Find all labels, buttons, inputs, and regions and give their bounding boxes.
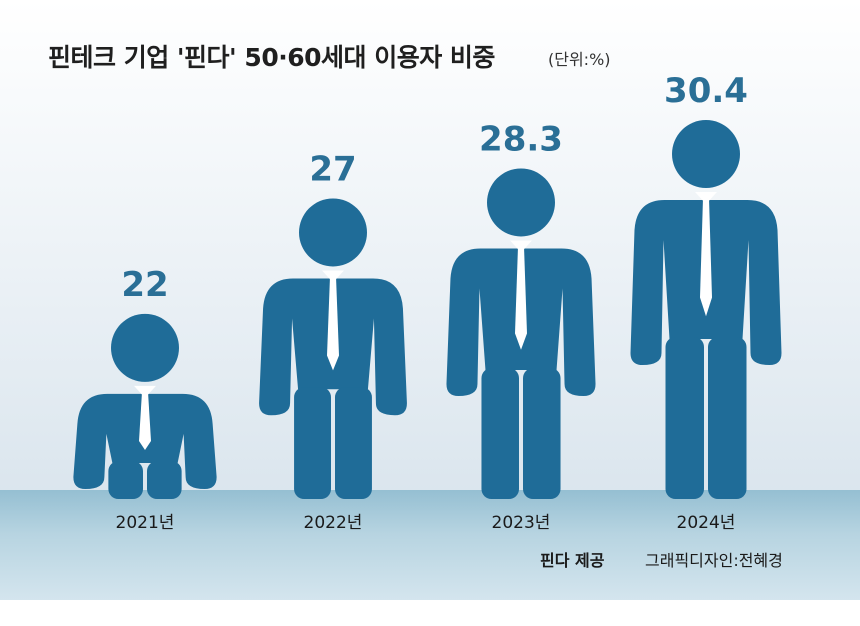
designer-credit: 그래픽디자인:전혜경 <box>645 551 783 570</box>
floor-band <box>0 490 860 600</box>
figure-bar <box>259 198 407 499</box>
category-label: 2021년 <box>116 513 175 533</box>
category-label: 2022년 <box>304 513 363 533</box>
pictogram-chart: 22 2021년 27 2022년 28.3 2023년 30.4 2024년 <box>73 71 782 533</box>
category-label: 2023년 <box>492 513 551 533</box>
source-credit: 핀다 제공 <box>540 551 605 570</box>
chart-title: 핀테크 기업 '핀다' 50·60세대 이용자 비중 <box>48 43 495 72</box>
category-label: 2024년 <box>677 513 736 533</box>
unit-label: (단위:%) <box>548 50 611 69</box>
figure-bar <box>73 313 217 499</box>
value-label: 27 <box>309 149 356 189</box>
value-label: 30.4 <box>664 71 748 111</box>
figure-bar <box>446 168 596 499</box>
value-label: 28.3 <box>479 119 563 159</box>
figure-bar <box>630 120 782 499</box>
value-label: 22 <box>121 265 168 305</box>
